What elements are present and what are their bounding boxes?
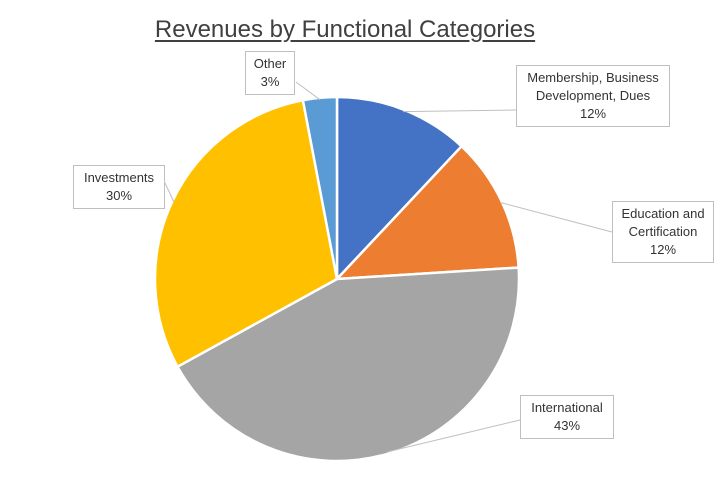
pie-slice-membership [335,95,464,283]
pie-slice-other [301,95,339,280]
leader-line-other [295,81,321,101]
data-label-membership: Membership, Business Development, Dues 1… [516,65,670,127]
leader-line-membership [403,109,520,113]
pie-slice-international [175,266,521,463]
data-label-investments: Investments 30% [73,165,165,209]
leader-line-education [499,201,613,233]
pie-slice-education [333,144,520,281]
leader-line-investments [164,182,175,203]
pie-slice-investments [153,98,339,369]
leader-line-international [387,419,521,453]
data-label-international: International 43% [520,395,614,439]
chart-title: Revenues by Functional Categories [154,16,536,43]
data-label-education: Education and Certification 12% [612,201,714,263]
data-label-other: Other 3% [245,51,295,95]
